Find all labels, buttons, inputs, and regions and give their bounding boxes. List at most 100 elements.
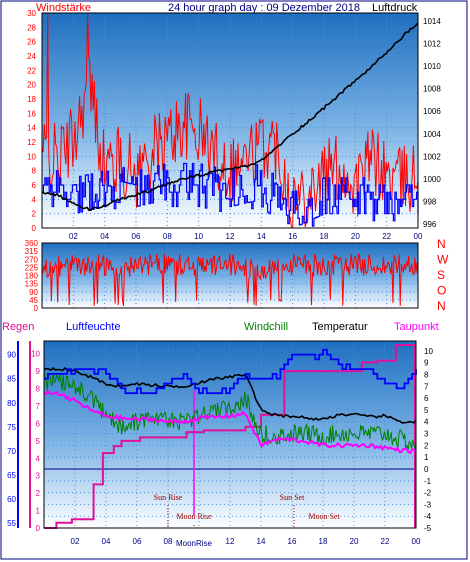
x-tick-label: 00 <box>412 537 421 546</box>
wind-tick-label: 16 <box>27 109 36 118</box>
x-tick-label: 06 <box>132 232 141 241</box>
temp-tick-label: 1 <box>424 453 429 462</box>
wind-tick-label: 14 <box>27 124 36 133</box>
wind-tick-label: 18 <box>27 95 36 104</box>
wind-panel-axes: 0246810121416182022242628309969981000100… <box>27 9 441 241</box>
temp-tick-label: -1 <box>424 477 432 486</box>
wind-tick-label: 0 <box>32 224 37 233</box>
temp-tick-label: 10 <box>424 347 433 356</box>
x-tick-label: 12 <box>226 232 235 241</box>
humidity-tick-label: 90 <box>7 351 16 360</box>
winddir-tick-label: 0 <box>34 304 39 313</box>
winddir-tick-label: 90 <box>29 288 38 297</box>
compass-label: N <box>437 237 446 251</box>
wind-tick-label: 28 <box>27 23 36 32</box>
pressure-tick-label: 1012 <box>423 40 441 49</box>
pressure-tick-label: 1010 <box>423 62 441 71</box>
series-temperatur <box>43 366 417 424</box>
wind-tick-label: 6 <box>32 181 37 190</box>
moonrise-axis-label: MoonRise <box>176 539 213 548</box>
header-left: Windstärke <box>36 2 91 14</box>
pressure-tick-label: 1004 <box>423 130 441 139</box>
moon-set-label: Moon Set <box>308 512 340 521</box>
rain-tick-label: 9 <box>36 367 41 376</box>
temp-tick-label: 2 <box>424 441 429 450</box>
legend-temperatur: Temperatur <box>312 321 368 333</box>
winddir-tick-label: 315 <box>25 247 39 256</box>
rain-tick-label: 2 <box>36 489 41 498</box>
x-tick-label: 20 <box>351 232 360 241</box>
temp-tick-label: 0 <box>424 465 429 474</box>
wind-panel-frame <box>41 12 419 229</box>
temp-panel-grid <box>44 341 416 528</box>
temp-tick-label: -2 <box>424 489 432 498</box>
pressure-tick-label: 996 <box>423 220 437 229</box>
x-tick-label: 12 <box>226 537 235 546</box>
pressure-tick-label: 1008 <box>423 85 441 94</box>
winddir-panel-series <box>41 252 419 307</box>
wind-tick-label: 8 <box>32 167 37 176</box>
wind-tick-label: 30 <box>27 9 36 18</box>
x-tick-label: 14 <box>257 232 266 241</box>
wind-tick-label: 20 <box>27 81 36 90</box>
temp-tick-label: 9 <box>424 359 429 368</box>
wind-tick-label: 12 <box>27 138 36 147</box>
wind-tick-label: 2 <box>32 210 37 219</box>
legend-luftfeuchte: Luftfeuchte <box>66 321 120 333</box>
rain-tick-label: 10 <box>31 350 40 359</box>
series-taupunkt <box>43 389 417 454</box>
humidity-tick-label: 60 <box>7 495 16 504</box>
series-luftfeuchte <box>44 348 417 395</box>
x-tick-label: 22 <box>381 537 390 546</box>
temp-tick-label: -3 <box>424 500 432 509</box>
x-tick-label: 18 <box>320 232 329 241</box>
moon-rise-label: Moon Rise <box>176 512 212 521</box>
x-tick-label: 16 <box>288 537 297 546</box>
x-tick-label: 02 <box>69 232 78 241</box>
temp-panel-axes: 0123456789105560657075808590-5-4-3-2-101… <box>7 341 433 546</box>
temp-tick-label: -4 <box>424 512 432 521</box>
compass-label: W <box>437 253 449 267</box>
temp-panel-series <box>43 344 417 529</box>
series-luftdruck <box>41 22 419 212</box>
series-regen <box>44 344 416 529</box>
rain-tick-label: 7 <box>36 402 41 411</box>
wind-tick-label: 26 <box>27 38 36 47</box>
temp-tick-label: 6 <box>424 394 429 403</box>
pressure-tick-label: 998 <box>423 197 437 206</box>
temp-panel-frame <box>43 340 417 529</box>
x-tick-label: 22 <box>382 232 391 241</box>
wind-panel-grid <box>42 13 419 228</box>
wind-tick-label: 24 <box>27 52 36 61</box>
x-tick-label: 08 <box>163 232 172 241</box>
humidity-tick-label: 65 <box>7 471 16 480</box>
legend-regen: Regen <box>2 321 34 333</box>
compass-label: N <box>437 299 446 313</box>
winddir-tick-label: 45 <box>29 296 38 305</box>
legend-taupunkt: Taupunkt <box>394 321 439 333</box>
x-tick-label: 04 <box>102 537 111 546</box>
humidity-tick-label: 70 <box>7 447 16 456</box>
rain-tick-label: 4 <box>36 454 41 463</box>
winddir-tick-label: 360 <box>25 239 39 248</box>
x-tick-label: 20 <box>350 537 359 546</box>
sun-set-label: Sun Set <box>280 493 305 502</box>
header-center: 24 hour graph day : 09 Dezember 2018 <box>168 2 360 14</box>
x-tick-label: 08 <box>164 537 173 546</box>
x-tick-label: 16 <box>288 232 297 241</box>
winddir-tick-label: 135 <box>25 280 39 289</box>
x-tick-label: 04 <box>100 232 109 241</box>
wind-tick-label: 10 <box>27 152 36 161</box>
x-tick-label: 18 <box>319 537 328 546</box>
winddir-tick-label: 225 <box>25 263 39 272</box>
wind-tick-label: 4 <box>32 195 37 204</box>
wind-tick-label: 22 <box>27 66 36 75</box>
rain-tick-label: 8 <box>36 385 41 394</box>
humidity-tick-label: 75 <box>7 423 16 432</box>
winddir-panel-frame <box>41 242 419 309</box>
temp-tick-label: 8 <box>424 371 429 380</box>
pressure-tick-label: 1000 <box>423 175 441 184</box>
pressure-tick-label: 1006 <box>423 107 441 116</box>
